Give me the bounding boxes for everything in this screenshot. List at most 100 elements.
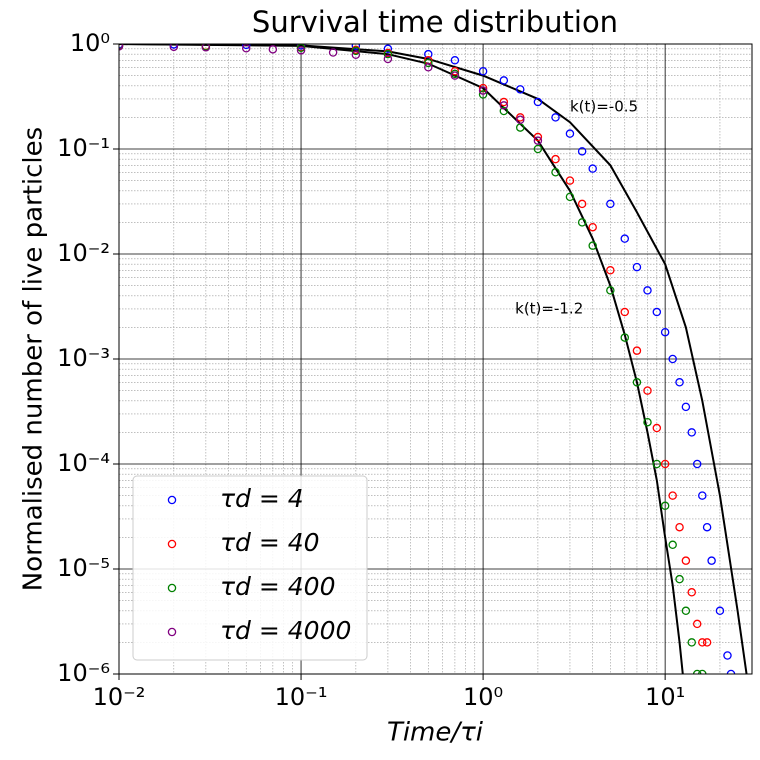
data-point	[450, 67, 460, 76]
data-point	[516, 85, 525, 94]
data-point	[588, 222, 597, 232]
data-point	[533, 97, 543, 107]
data-point	[620, 307, 630, 317]
data-point	[632, 346, 642, 355]
data-point	[681, 606, 691, 616]
legend-label: τd = 4000	[220, 616, 351, 645]
data-point	[565, 129, 575, 138]
data-point	[687, 638, 696, 647]
data-point	[681, 402, 691, 412]
y-axis-label: Normalised number of live particles	[19, 127, 49, 591]
legend-label: τd = 4	[220, 484, 304, 513]
data-point	[632, 262, 642, 272]
legend-marker	[167, 495, 177, 505]
data-point	[383, 44, 393, 54]
y-tick-label: 10⁻⁵	[57, 554, 110, 582]
legend-marker	[167, 627, 177, 637]
data-point	[692, 459, 702, 469]
data-point	[660, 459, 670, 469]
annotation: k(t)=-0.5	[570, 98, 638, 116]
data-point	[698, 638, 707, 647]
annotation: k(t)=-1.2	[515, 299, 583, 317]
data-point	[715, 606, 725, 616]
y-tick-label: 10⁻¹	[57, 134, 110, 162]
data-point	[565, 176, 575, 185]
x-tick-label: 10¹	[645, 683, 685, 711]
data-point	[577, 199, 587, 209]
data-point	[726, 669, 736, 674]
data-point	[687, 428, 696, 437]
x-tick-label: 10⁻²	[93, 683, 146, 711]
data-point	[643, 286, 652, 295]
data-point	[632, 378, 642, 387]
data-point	[328, 48, 338, 57]
data-point	[478, 86, 488, 95]
data-point	[588, 241, 597, 250]
legend-box	[132, 475, 368, 661]
data-point	[499, 76, 509, 85]
data-point	[707, 556, 716, 565]
data-point	[201, 44, 211, 52]
data-point	[660, 327, 670, 337]
data-point	[606, 266, 615, 275]
data-point	[692, 669, 702, 674]
y-tick-label: 10⁻⁴	[57, 449, 110, 477]
data-point	[643, 386, 652, 395]
data-point	[668, 354, 677, 364]
data-point	[516, 115, 525, 124]
legend-label: τd = 40	[220, 528, 320, 557]
data-point	[351, 44, 361, 51]
data-point	[516, 113, 525, 122]
data-point	[588, 164, 597, 173]
plot-area	[119, 44, 748, 674]
data-point	[241, 44, 251, 50]
data-point	[698, 669, 707, 674]
data-point	[551, 168, 560, 177]
grid	[118, 43, 752, 675]
data-point	[692, 619, 702, 629]
data-point	[577, 147, 587, 156]
data-point	[169, 44, 179, 52]
x-axis-label: Time/τi	[387, 718, 484, 748]
data-point	[551, 113, 560, 122]
data-point	[499, 106, 509, 116]
y-tick-label: 10⁻³	[57, 344, 110, 372]
legend-marker	[167, 539, 177, 549]
data-point	[660, 501, 670, 511]
data-point	[424, 49, 433, 59]
data-point	[268, 45, 278, 54]
legend-marker	[167, 583, 177, 593]
data-point	[383, 54, 393, 64]
data-point	[351, 50, 361, 59]
reference-curve	[119, 44, 748, 674]
x-tick-label: 10⁻¹	[275, 683, 328, 711]
data-point	[668, 540, 677, 550]
data-point	[675, 574, 684, 584]
data-point	[450, 56, 460, 65]
data-point	[533, 136, 543, 145]
data-point	[687, 588, 696, 597]
data-point	[702, 638, 712, 647]
data-point	[424, 63, 433, 72]
data-point	[675, 522, 684, 532]
data-point	[668, 491, 677, 500]
data-point	[652, 459, 662, 469]
x-tick-label: 10⁰	[463, 683, 503, 711]
data-point	[606, 199, 615, 209]
data-point	[478, 67, 488, 76]
data-point	[533, 132, 543, 142]
data-point	[675, 378, 684, 387]
data-point	[723, 651, 732, 660]
data-point	[620, 333, 630, 342]
data-point	[499, 97, 509, 107]
data-point	[577, 218, 587, 227]
data-point	[450, 71, 460, 80]
data-point	[499, 101, 509, 110]
data-point	[702, 522, 712, 532]
reference-curve	[119, 44, 684, 674]
data-point	[551, 154, 560, 164]
data-point	[478, 83, 488, 93]
y-tick-label: 10⁻⁶	[57, 659, 110, 687]
data-point	[698, 491, 707, 500]
